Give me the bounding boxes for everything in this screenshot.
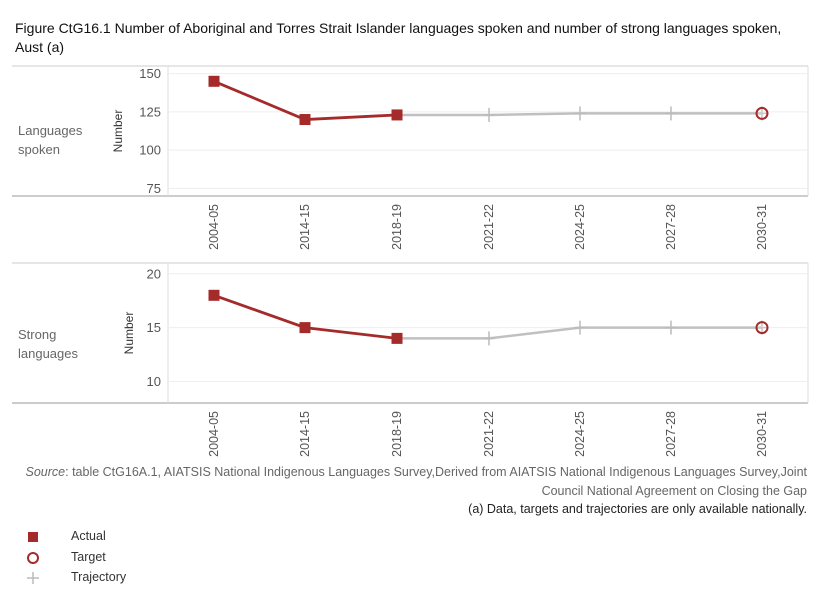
- circle-marker-icon: [27, 551, 39, 564]
- actual-point: [391, 332, 403, 344]
- actual-point: [299, 114, 311, 126]
- x-tick-label: 2021-22: [482, 411, 496, 457]
- chart-title: Figure CtG16.1 Number of Aboriginal and …: [15, 20, 782, 55]
- source-note: Source: table CtG16A.1, AIATSIS National…: [17, 463, 807, 501]
- legend-label-trajectory: Trajectory: [71, 570, 127, 584]
- x-tick-label: 2021-22: [482, 204, 496, 250]
- charts-canvas: 75 100 125 150 Number Languages spoken 2004-05 2…: [12, 65, 809, 457]
- row-label-line: spoken: [18, 142, 60, 157]
- panel-1: 75 100 125 150 Number Languages spoken 2004-05 2…: [12, 65, 809, 250]
- trajectory-point: [665, 320, 677, 335]
- square-marker-icon: [28, 532, 38, 542]
- x-tick-label: 2027-28: [664, 204, 678, 250]
- source-text: : table CtG16A.1, AIATSIS National Indig…: [65, 465, 807, 498]
- legend-label-target: Target: [71, 549, 106, 564]
- x-tick-label: 2024-25: [573, 204, 587, 250]
- row-label-line: languages: [18, 346, 78, 361]
- actual-point: [391, 109, 403, 121]
- trajectory-point: [574, 320, 586, 335]
- source-label: Source: [25, 465, 66, 479]
- y-tick-label: 20: [147, 266, 161, 281]
- y-axis-label: Number: [122, 312, 136, 355]
- x-tick-label: 2024-25: [573, 411, 587, 457]
- x-tick-label: 2014-15: [298, 204, 312, 250]
- footnote: (a) Data, targets and trajectories are o…: [468, 502, 807, 516]
- row-label: Languages spoken: [18, 123, 83, 157]
- y-tick-label: 150: [139, 66, 161, 81]
- actual-point: [208, 75, 220, 87]
- y-tick-label: 10: [147, 374, 161, 389]
- row-label-line: Languages: [18, 123, 83, 138]
- plus-marker-icon: [27, 572, 39, 584]
- y-tick-label: 75: [147, 181, 161, 196]
- y-tick-label: 125: [139, 104, 161, 119]
- trajectory-point: [483, 331, 495, 346]
- x-tick-label: 2014-15: [298, 411, 312, 457]
- y-tick-label: 100: [139, 143, 161, 158]
- x-tick-label: 2004-05: [207, 204, 221, 250]
- trajectory-point: [665, 106, 677, 121]
- actual-point: [208, 289, 220, 301]
- x-tick-label: 2027-28: [664, 411, 678, 457]
- y-axis-label: Number: [111, 110, 125, 153]
- trajectory-point: [483, 107, 495, 122]
- target-point: [755, 321, 769, 335]
- trajectory-point: [574, 106, 586, 121]
- actual-line: [213, 80, 398, 121]
- y-tick-label: 15: [147, 320, 161, 335]
- x-tick-label: 2018-19: [390, 411, 404, 457]
- x-tick-label: 2030-31: [755, 411, 769, 457]
- row-label-line: Strong: [18, 327, 56, 342]
- target-point: [755, 106, 769, 120]
- panel-2: 10 15 20 Number Strong languages 2004-05 2014-1…: [12, 262, 809, 457]
- x-tick-label: 2018-19: [390, 204, 404, 250]
- x-tick-label: 2030-31: [755, 204, 769, 250]
- x-tick-label: 2004-05: [207, 411, 221, 457]
- row-label: Strong languages: [18, 327, 78, 361]
- legend-label-actual: Actual: [71, 529, 106, 543]
- actual-point: [299, 322, 311, 334]
